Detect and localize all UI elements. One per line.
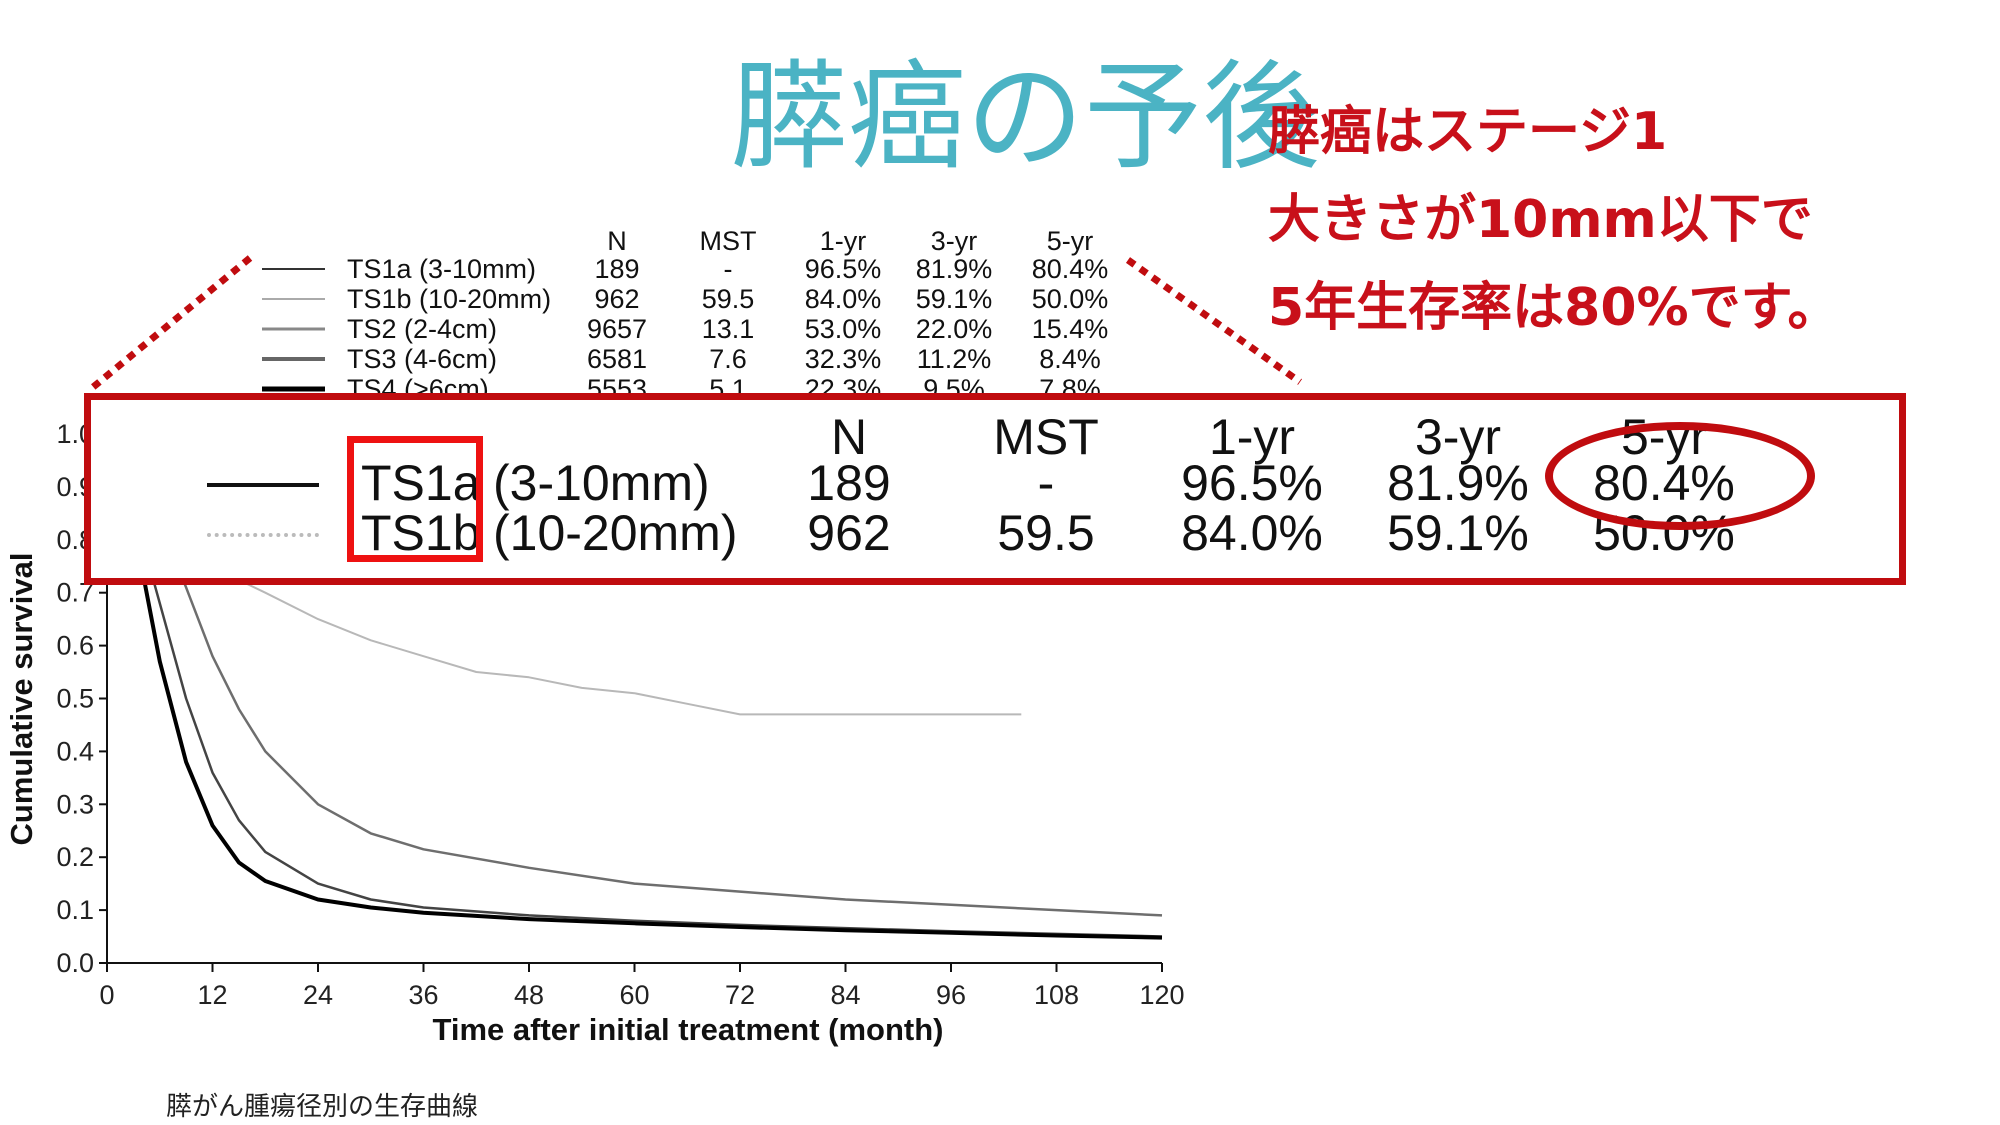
- y-tick-label: 0.4: [56, 736, 94, 766]
- dotted-connector-left: [89, 255, 253, 391]
- figure-caption: 膵がん腫瘍径別の生存曲線: [166, 1092, 479, 1122]
- legend-value: 22.0%: [916, 314, 993, 344]
- y-tick-label: 0.3: [56, 789, 94, 819]
- ts1a-highlight-box: [347, 436, 483, 562]
- zoom-label-size: (10-20mm): [493, 505, 738, 561]
- zoom-label-code: TS1b: [361, 505, 481, 561]
- series-line-ts4: [113, 433, 1163, 940]
- legend-value: 32.3%: [805, 344, 882, 374]
- y-tick-label: 0.0: [56, 948, 94, 978]
- y-tick-label: 0.6: [56, 631, 94, 661]
- x-tick-label: 36: [408, 980, 438, 1010]
- legend-value: 84.0%: [805, 284, 882, 314]
- y-tick-label: 0.1: [56, 895, 94, 925]
- legend-header-N: N: [607, 226, 627, 256]
- zoom-table-panel: N MST 1-yr 3-yr 5-yr TS1a (3-10mm) 189-96.5% 81.…: [84, 393, 1906, 585]
- legend-value: 6581: [587, 344, 647, 374]
- legend-value: 59.1%: [916, 284, 993, 314]
- y-tick-label: 0.5: [56, 684, 94, 714]
- y-tick-label: 0.2: [56, 842, 94, 872]
- x-tick-label: 60: [619, 980, 649, 1010]
- y-axis-label: Cumulative survival: [4, 553, 39, 846]
- legend-header-5-yr: 5-yr: [1047, 226, 1094, 256]
- legend-label: TS3 (4-6cm): [347, 344, 497, 374]
- callout-line-2: 大きさが10mm以下で: [1268, 190, 1813, 250]
- legend-value: 15.4%: [1032, 314, 1109, 344]
- zoom-header-N: N: [830, 409, 868, 465]
- x-tick-label: 84: [830, 980, 860, 1010]
- callout-line-1: 膵癌はステージ1: [1268, 102, 1668, 162]
- x-tick-label: 120: [1139, 980, 1184, 1010]
- zoom-swatch: [207, 483, 319, 487]
- legend-value: 962: [594, 284, 639, 314]
- zoom-value: 84.0%: [1181, 505, 1323, 561]
- x-tick-label: 96: [936, 980, 966, 1010]
- legend-value: 11.2%: [917, 344, 992, 374]
- legend-value: 7.6: [709, 344, 747, 374]
- x-tick-label: 0: [99, 980, 114, 1010]
- legend-value: 8.4%: [1039, 344, 1101, 374]
- zoom-swatch: [207, 533, 319, 537]
- x-axis-label: Time after initial treatment (month): [433, 1012, 944, 1047]
- x-tick-label: 48: [514, 980, 544, 1010]
- legend-label: TS1b (10-20mm): [347, 284, 551, 314]
- legend-value: 9657: [587, 314, 647, 344]
- legend-table: N MST 1-yr 3-yr 5-yr TS1a (3-10mm) 189 - 96.5% 81…: [262, 226, 1108, 404]
- legend-header-3-yr: 3-yr: [931, 226, 978, 256]
- legend-label: TS2 (2-4cm): [347, 314, 497, 344]
- five-year-highlight-ring: [1545, 422, 1815, 530]
- legend-value: 96.5%: [805, 254, 882, 284]
- zoom-value: -: [1037, 455, 1055, 511]
- legend-value: 53.0%: [805, 314, 882, 344]
- x-tick-label: 12: [197, 980, 227, 1010]
- zoom-value: 189: [807, 455, 891, 511]
- zoom-value: 59.1%: [1387, 505, 1529, 561]
- x-tick-label: 72: [725, 980, 755, 1010]
- zoom-value: 96.5%: [1181, 455, 1323, 511]
- zoom-header-1-yr: 1-yr: [1208, 409, 1296, 465]
- legend-value: 59.5: [702, 284, 755, 314]
- legend-value: 81.9%: [916, 254, 993, 284]
- zoom-value: 59.5: [997, 505, 1095, 561]
- zoom-label-size: (3-10mm): [493, 455, 710, 511]
- legend-label: TS1a (3-10mm): [347, 254, 536, 284]
- x-tick-label: 24: [303, 980, 333, 1010]
- legend-value: 80.4%: [1032, 254, 1109, 284]
- zoom-value: 81.9%: [1387, 455, 1529, 511]
- dotted-connector-right: [1125, 257, 1303, 385]
- legend-value: 50.0%: [1032, 284, 1109, 314]
- series-line-ts1b: [220, 570, 1022, 716]
- legend-value: 13.1: [702, 314, 755, 344]
- zoom-header-3-yr: 3-yr: [1414, 409, 1502, 465]
- legend-header-1-yr: 1-yr: [820, 226, 867, 256]
- legend-value: 189: [594, 254, 639, 284]
- zoom-label-code: TS1a: [361, 455, 481, 511]
- callout-text: 膵癌はステージ1 大きさが10mm以下で 5年生存率は80%です。: [1268, 88, 1839, 352]
- zoom-header-MST: MST: [993, 409, 1099, 465]
- ticks: 0.00.10.20.30.40.50.60.70.80.91.00 12 24 36…: [56, 419, 1184, 1010]
- legend-header-MST: MST: [700, 226, 757, 256]
- callout-line-3: 5年生存率は80%です。: [1268, 278, 1840, 338]
- slide-title: 膵癌の予後: [730, 48, 1321, 186]
- x-tick-label: 108: [1034, 980, 1079, 1010]
- zoom-value: 962: [807, 505, 891, 561]
- legend-value: -: [724, 254, 733, 284]
